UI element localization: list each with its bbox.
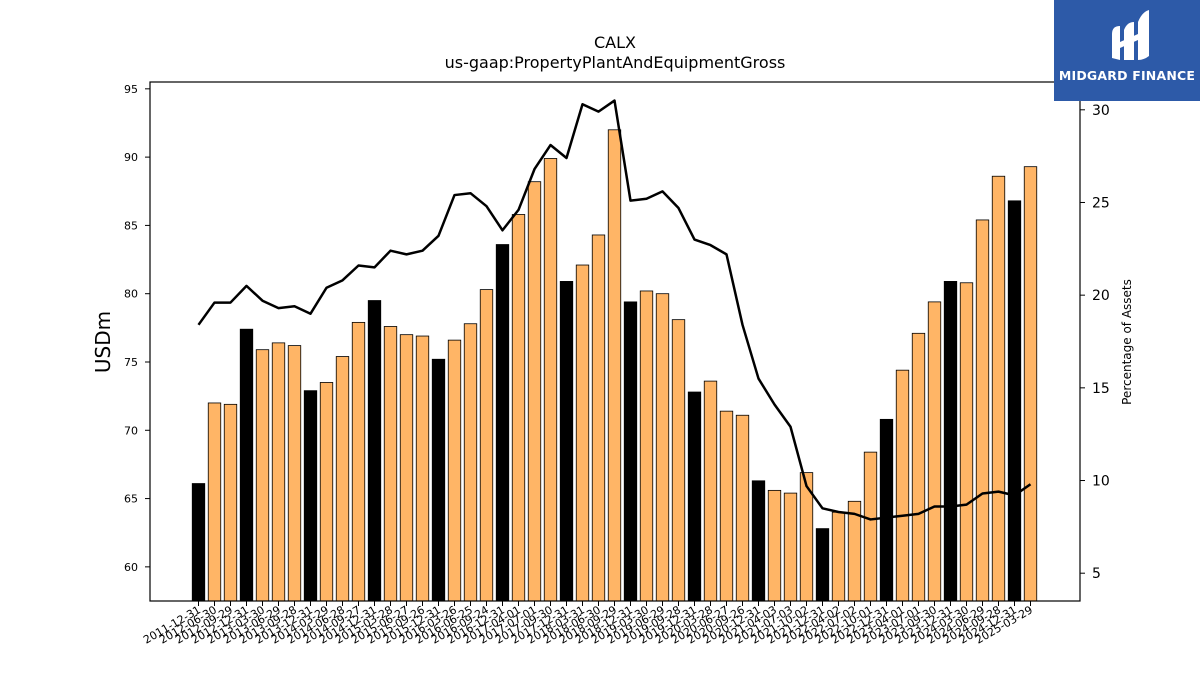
bar-2015-09-26 (415, 335, 430, 602)
bar-2020-06-27 (719, 410, 734, 602)
bar-2017-12-31 (559, 281, 574, 602)
bar-2021-07-03 (783, 492, 798, 602)
bar-2019-06-29 (655, 293, 670, 602)
y-tick-label-80: 80 (124, 288, 138, 301)
bar-2018-12-31 (623, 301, 638, 602)
bar-2013-12-31 (303, 390, 318, 602)
bar-2014-03-29 (319, 382, 334, 602)
bar-2016-06-25 (463, 323, 478, 602)
bar-2023-09-30 (927, 301, 942, 602)
y-tick-label-90: 90 (124, 151, 138, 164)
bar-2020-12-31 (751, 480, 766, 602)
bar-2014-12-31 (367, 300, 382, 602)
bar-2015-03-28 (383, 326, 398, 602)
bar-2016-09-24 (479, 289, 494, 602)
logo-text: MIDGARD FINANCE (1058, 68, 1196, 83)
y2-tick-label-20: 20 (1092, 288, 1110, 304)
y-tick-label-65: 65 (124, 493, 138, 506)
y-axis-label-left: USDm (91, 311, 115, 373)
bar-2024-03-30 (959, 282, 974, 602)
bar-2013-03-30 (255, 349, 270, 602)
bar-2022-10-01 (863, 451, 878, 602)
bar-2020-09-26 (735, 414, 750, 602)
bar-2012-06-30 (207, 402, 222, 602)
bar-2016-03-26 (447, 339, 462, 602)
y-axis-label-right: Percentage of Assets (1120, 279, 1134, 405)
y2-tick-label-25: 25 (1092, 195, 1110, 211)
y-tick-label-75: 75 (124, 356, 138, 369)
bar-2024-09-28 (991, 175, 1006, 602)
right-y-axis: 5 10 15 20 25 30 (1080, 103, 1110, 582)
bar-2018-03-31 (575, 264, 590, 602)
bar-2023-04-01 (895, 369, 910, 602)
bar-2017-09-30 (543, 158, 558, 602)
line-group (197, 99, 1032, 521)
bar-2019-12-31 (687, 391, 702, 602)
bar-2024-06-29 (975, 219, 990, 602)
chart-title: CALX (594, 33, 636, 52)
left-y-axis: 60 65 70 75 80 85 90 95 (124, 83, 150, 574)
y-tick-label-70: 70 (124, 424, 138, 437)
bar-2020-03-28 (703, 380, 718, 602)
y-tick-label-60: 60 (124, 561, 138, 574)
bar-2018-06-30 (591, 234, 606, 602)
bar-2021-12-31 (815, 528, 830, 602)
y2-tick-label-5: 5 (1092, 566, 1101, 582)
y2-tick-label-10: 10 (1092, 474, 1110, 490)
bar-2023-07-01 (911, 332, 926, 602)
bar-2013-09-28 (287, 345, 302, 602)
bar-2023-12-31 (943, 281, 958, 602)
bar-2019-03-30 (639, 290, 654, 602)
bar-2021-04-03 (767, 489, 782, 602)
midgard-logo-icon (1112, 10, 1149, 60)
percentage-of-assets-line (197, 99, 1032, 521)
bar-2025-03-29 (1023, 166, 1038, 602)
bar-2012-09-29 (223, 403, 238, 602)
bar-2013-06-29 (271, 342, 286, 602)
midgard-finance-logo: MIDGARD FINANCE (1054, 0, 1200, 101)
bar-2014-09-27 (351, 321, 366, 602)
x-axis: 2011-12-312012-06-302012-09-292012-12-31… (141, 601, 1035, 647)
bar-2022-04-02 (831, 511, 846, 602)
bar-2015-06-27 (399, 334, 414, 602)
bar-2011-12-31 (191, 483, 206, 602)
y-tick-label-95: 95 (124, 83, 138, 96)
bar-2019-09-28 (671, 319, 686, 602)
y2-tick-label-15: 15 (1092, 381, 1110, 397)
bar-group (191, 129, 1038, 602)
bar-2022-12-31 (879, 418, 894, 602)
bar-2018-09-29 (607, 129, 622, 602)
bar-2014-06-28 (335, 356, 350, 602)
bar-2024-12-31 (1007, 200, 1022, 602)
bar-2017-07-01 (527, 181, 542, 602)
y-tick-label-85: 85 (124, 219, 138, 232)
y2-tick-label-30: 30 (1092, 103, 1110, 119)
chart-subtitle: us-gaap:PropertyPlantAndEquipmentGross (445, 53, 786, 72)
bar-2017-04-01 (511, 214, 526, 602)
bar-2012-12-31 (239, 328, 254, 602)
bar-2016-12-31 (495, 244, 510, 602)
bar-2015-12-31 (431, 358, 446, 602)
